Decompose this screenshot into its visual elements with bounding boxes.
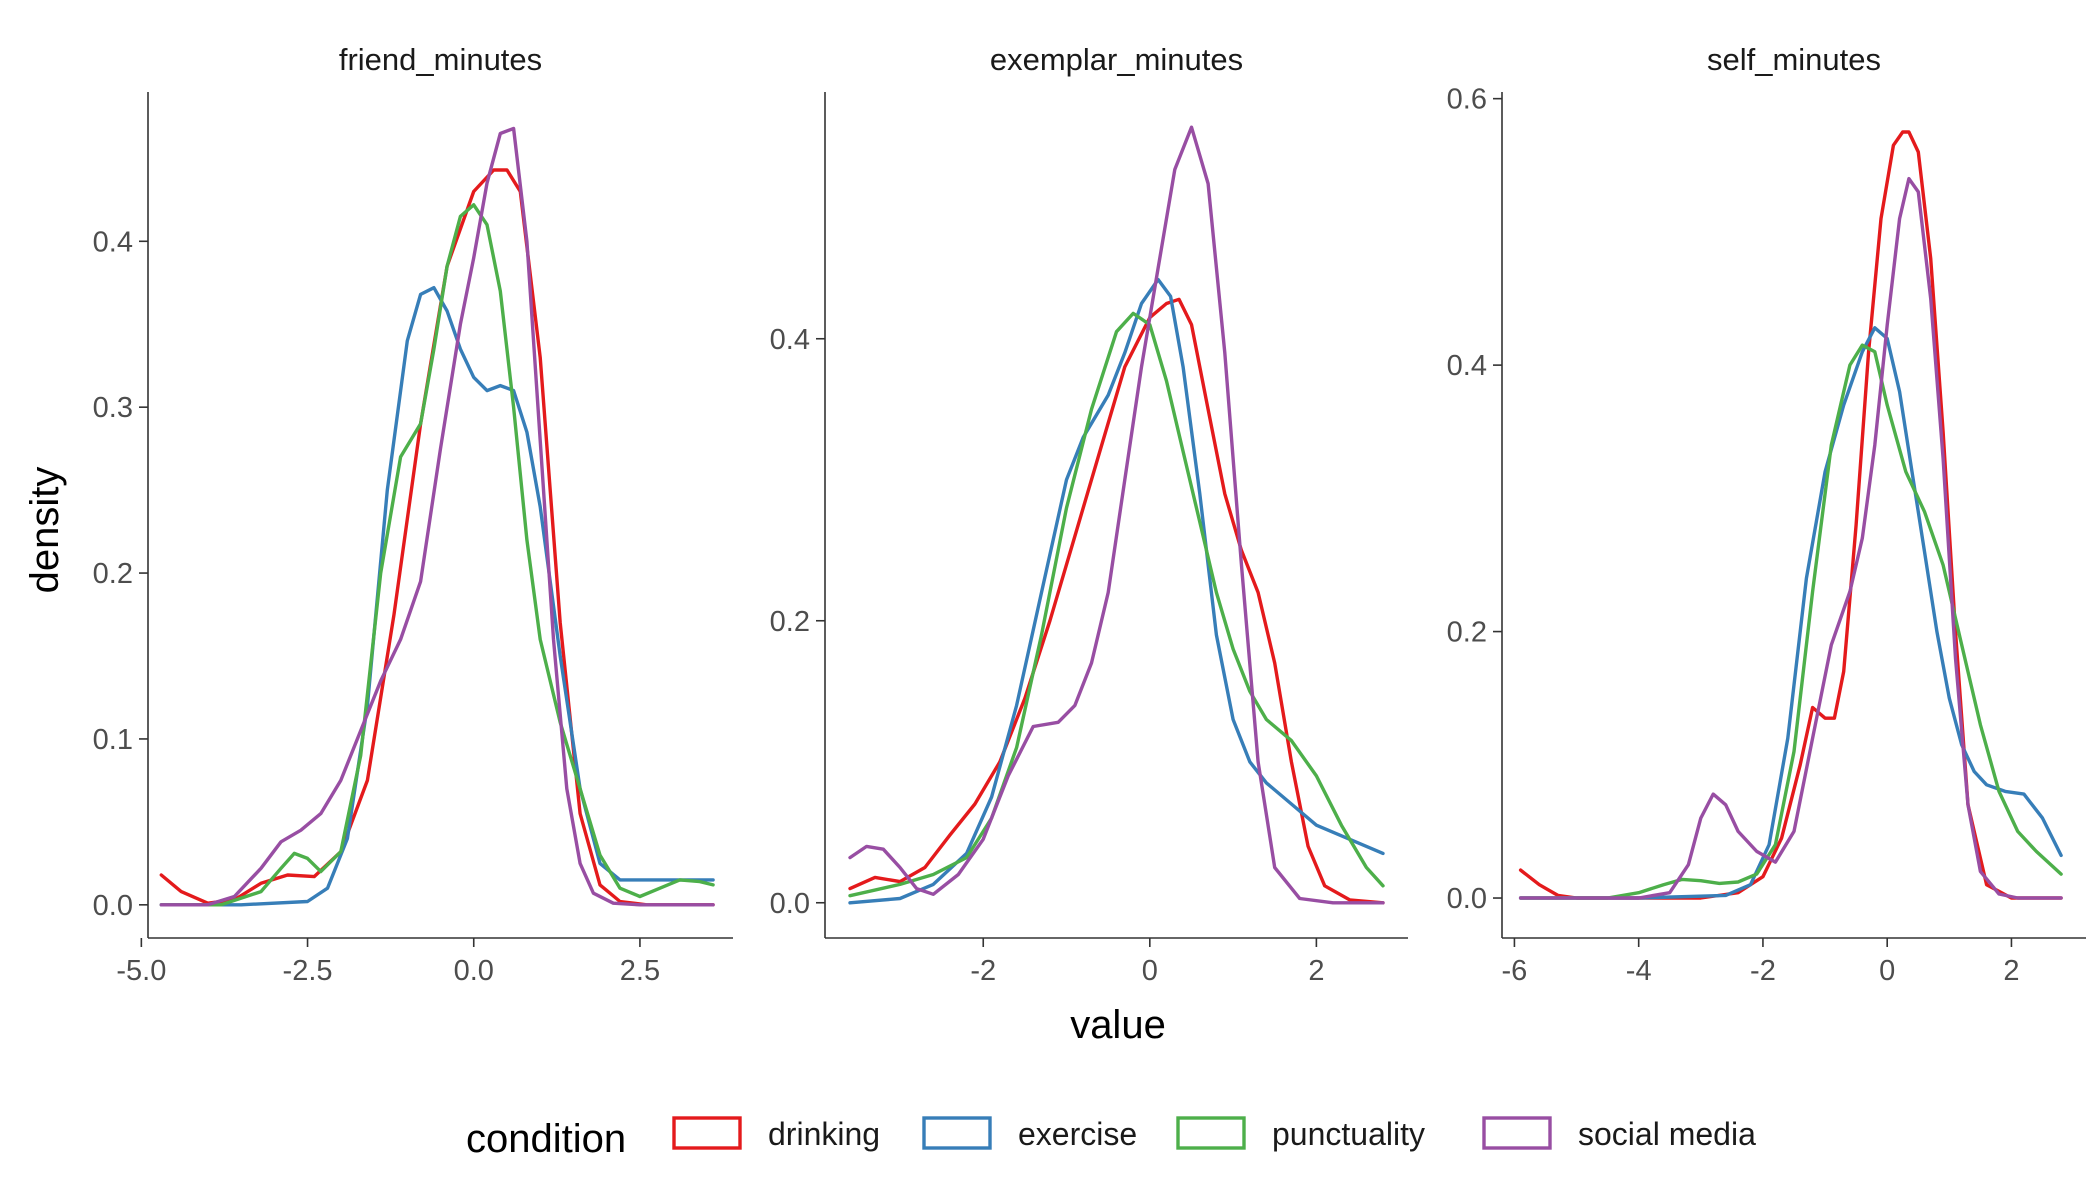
y-tick-label: 0.4 [93,226,133,258]
facet-panels: friend_minutes 0.0 0.1 0.2 0.3 0.4 -5.0 -2.5 0.0… [93,42,2086,987]
x-tick-label: 0 [1142,955,1158,987]
series-line-social-media [848,125,1385,905]
x-tick-label: -6 [1502,955,1528,987]
series-line-drinking [1518,130,2063,900]
series-line-exercise [848,277,1385,905]
y-tick-label: 0.4 [1447,350,1487,382]
legend: condition drinking exercise punctuality soc… [466,1116,1756,1161]
legend-label-punctuality: punctuality [1272,1116,1425,1152]
panel-self_minutes: self_minutes 0.0 0.2 0.4 0.6 -6 -4 -2 0 2 [1447,42,2086,987]
legend-label-exercise: exercise [1018,1116,1137,1152]
legend-key-social-media [1482,1116,1552,1150]
y-tick-label: 0.2 [93,558,133,590]
legend-key-punctuality [1176,1116,1246,1150]
y-tick-label: 0.3 [93,392,133,424]
series-line-drinking [848,297,1385,905]
legend-label-drinking: drinking [768,1116,880,1152]
x-tick-label: 2.5 [620,955,660,987]
y-tick-label: 0.0 [1447,883,1487,915]
legend-key-exercise [922,1116,992,1150]
x-axis-title: value [1070,1003,1166,1047]
series-line-social-media [1518,176,2063,900]
y-tick-label: 0.1 [93,724,133,756]
x-tick-label: 0 [1879,955,1895,987]
x-tick-label: -5.0 [116,955,166,987]
panel-exemplar_minutes: exemplar_minutes 0.0 0.2 0.4 -2 0 2 [770,42,1408,987]
panel-title: self_minutes [1707,42,1881,77]
y-tick-label: 0.0 [770,888,810,920]
y-axis-title: density [23,467,67,594]
series-line-punctuality [1518,343,2063,900]
panel-friend_minutes: friend_minutes 0.0 0.1 0.2 0.3 0.4 -5.0 -2.5 0.0… [93,42,733,987]
series-line-drinking [159,168,715,907]
x-tick-label: 2 [1308,955,1324,987]
panel-title: friend_minutes [339,42,542,77]
legend-key-drinking [672,1116,742,1150]
series-line-social-media [159,126,715,907]
panel-title: exemplar_minutes [990,42,1243,77]
y-tick-label: 0.6 [1447,84,1487,116]
legend-label-social-media: social media [1578,1116,1756,1152]
series-line-punctuality [159,203,715,907]
x-tick-label: -4 [1626,955,1652,987]
series-line-exercise [159,286,715,907]
legend-title: condition [466,1117,626,1161]
y-tick-label: 0.0 [93,890,133,922]
x-tick-label: -2 [1750,955,1776,987]
x-tick-label: 2 [2003,955,2019,987]
y-tick-label: 0.2 [1447,617,1487,649]
y-tick-label: 0.2 [770,606,810,638]
x-tick-label: -2.5 [283,955,333,987]
y-tick-label: 0.4 [770,324,810,356]
series-line-exercise [1518,326,2063,900]
x-tick-label: -2 [970,955,996,987]
x-tick-label: 0.0 [454,955,494,987]
legend-items: drinking exercise punctuality social media [672,1116,1756,1152]
